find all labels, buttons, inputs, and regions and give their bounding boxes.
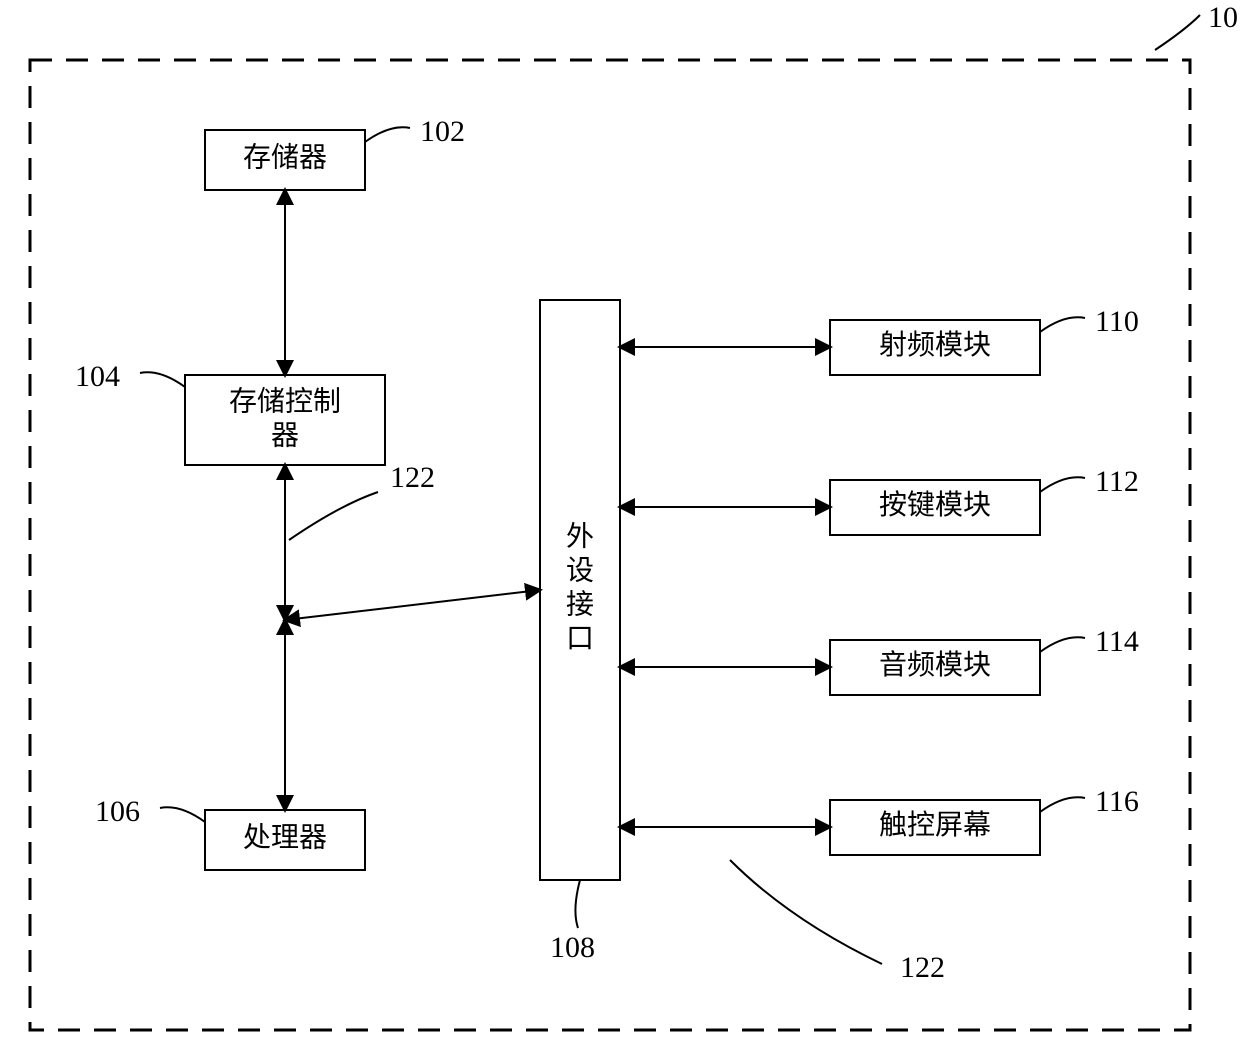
ref-label-108: 108 — [550, 931, 595, 964]
ref-label-114: 114 — [1095, 625, 1139, 658]
ref-label-122a: 122 — [390, 461, 435, 494]
node-touch_screen: 触控屏幕 116 — [830, 785, 1139, 855]
ref-lead-114 — [1040, 637, 1085, 652]
node-rf_module: 射频模块 110 — [830, 305, 1139, 375]
node-mem_ctrl: 存储控制器 104 — [75, 360, 385, 465]
node-label-periph_if: 接 — [566, 588, 594, 620]
ref-label-10: 10 — [1208, 1, 1238, 34]
node-periph_if: 外设接口 108 — [540, 300, 620, 964]
ref-label-122b: 122 — [900, 951, 945, 984]
ref-label-102: 102 — [420, 115, 465, 148]
node-label-mem_ctrl: 存储控制 — [229, 385, 341, 417]
ref-lead-102 — [365, 127, 410, 142]
ref-label-106: 106 — [95, 795, 140, 828]
ref-lead-104 — [140, 372, 185, 387]
node-label-memory: 存储器 — [243, 141, 327, 173]
node-memory: 存储器 102 — [205, 115, 465, 190]
node-label-mem_ctrl-2: 器 — [271, 420, 299, 451]
ref-lead-112 — [1040, 477, 1085, 492]
node-processor: 处理器 106 — [95, 795, 365, 870]
ref-lead-116 — [1040, 797, 1085, 812]
node-label-audio_module: 音频模块 — [879, 649, 991, 681]
node-label-key_module: 按键模块 — [879, 489, 991, 521]
ref-lead-10 — [1155, 15, 1200, 50]
ref-label-110: 110 — [1095, 305, 1139, 338]
ref-label-116: 116 — [1095, 785, 1139, 818]
node-label-periph_if: 外 — [566, 520, 594, 552]
ref-lead-108 — [575, 880, 580, 928]
ref-label-104: 104 — [75, 360, 120, 393]
node-label-periph_if: 口 — [566, 623, 594, 654]
node-label-rf_module: 射频模块 — [879, 329, 991, 361]
ref-lead-110 — [1040, 317, 1085, 332]
node-label-processor: 处理器 — [243, 821, 327, 853]
node-label-touch_screen: 触控屏幕 — [879, 809, 991, 841]
ref-lead-106 — [160, 807, 205, 822]
ref-label-112: 112 — [1095, 465, 1139, 498]
node-key_module: 按键模块 112 — [830, 465, 1139, 535]
ref-lead-122b — [730, 860, 882, 964]
node-label-periph_if: 设 — [566, 555, 594, 586]
ref-lead-122a — [289, 492, 378, 540]
edge-3 — [285, 590, 540, 620]
node-audio_module: 音频模块 114 — [830, 625, 1139, 695]
